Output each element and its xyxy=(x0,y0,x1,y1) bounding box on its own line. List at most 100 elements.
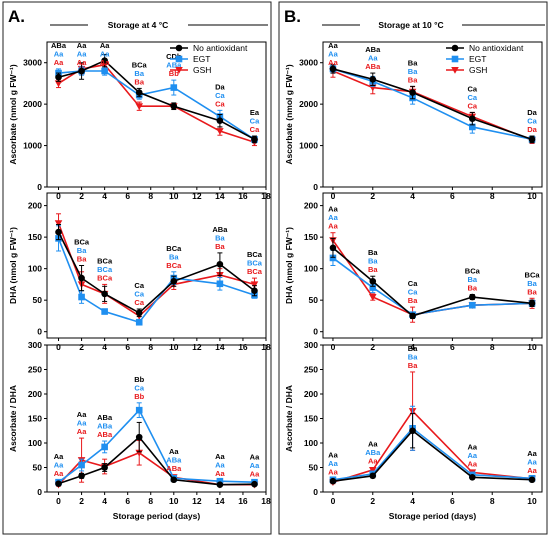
x-tick-label: 18 xyxy=(261,496,271,506)
annotation-label: Ca xyxy=(215,99,225,108)
series-line xyxy=(58,408,255,483)
x-tick-label: 4 xyxy=(410,191,415,201)
annotation-label: Ca xyxy=(250,125,260,134)
annotation-label: Aa xyxy=(328,213,338,222)
annotation-label: Aa xyxy=(77,427,87,436)
x-tick-label: 12 xyxy=(192,191,202,201)
x-tick-label: 10 xyxy=(527,342,537,352)
x-tick-label: 8 xyxy=(148,496,153,506)
series-no-antioxidant xyxy=(55,53,258,144)
data-point xyxy=(216,128,224,135)
annotation-label: ABa xyxy=(166,455,182,464)
annotation-label: Ca xyxy=(408,279,418,288)
annotation-label: Aa xyxy=(368,440,378,449)
x-tick-label: 6 xyxy=(450,342,455,352)
data-point xyxy=(329,244,337,252)
annotation-label: Ba xyxy=(408,361,418,370)
series-line xyxy=(332,68,533,141)
y-axis-label: Ascorbate (nmol g FW⁻¹) xyxy=(8,64,18,165)
data-point xyxy=(170,277,178,285)
x-tick-label: 4 xyxy=(102,191,107,201)
annotation-label: Ca xyxy=(134,383,144,392)
data-point xyxy=(78,274,85,282)
annotation-label: ABa xyxy=(365,45,381,54)
x-tick-label: 14 xyxy=(215,496,225,506)
y-tick-label: 300 xyxy=(304,340,318,350)
y-tick-label: 100 xyxy=(28,438,42,448)
x-tick-label: 0 xyxy=(331,191,336,201)
y-axis-label: DHA (nmol g FW⁻¹) xyxy=(8,227,18,304)
y-tick-label: 200 xyxy=(304,389,318,399)
annotation-label: Da xyxy=(527,125,537,134)
data-point xyxy=(170,476,178,484)
series-no-antioxidant xyxy=(329,413,536,485)
data-point xyxy=(528,476,536,484)
series-gsh xyxy=(329,371,536,486)
x-tick-label: 2 xyxy=(79,496,84,506)
annotation-label: BCa xyxy=(525,270,541,279)
x-tick-label: 16 xyxy=(238,496,248,506)
annotation-label: Aa xyxy=(250,453,260,462)
x-tick-label: 2 xyxy=(79,191,84,201)
x-tick-label: 10 xyxy=(527,191,537,201)
annotation-label: Ca xyxy=(408,288,418,297)
y-tick-label: 3000 xyxy=(23,58,42,68)
data-point xyxy=(55,73,62,81)
annotation-label: Ba xyxy=(408,353,418,362)
x-tick-label: 10 xyxy=(169,191,179,201)
annotation-label: Aa xyxy=(328,222,338,231)
y-tick-label: 50 xyxy=(309,295,319,305)
y-tick-label: 150 xyxy=(304,414,318,424)
data-point xyxy=(250,281,259,289)
annotation-label: ABa xyxy=(166,61,182,70)
annotation-label: Aa xyxy=(54,58,64,67)
annotation-label: Aa xyxy=(328,50,338,59)
data-point xyxy=(528,300,536,307)
panel-a-header: Storage at 4 °C xyxy=(108,20,169,30)
annotation-label: Da xyxy=(215,82,225,91)
legend-marker xyxy=(451,67,459,74)
series-egt xyxy=(55,66,258,144)
annotation-label: Aa xyxy=(328,41,338,50)
x-tick-label: 10 xyxy=(527,496,537,506)
y-tick-label: 2000 xyxy=(23,99,42,109)
y-tick-label: 100 xyxy=(28,264,42,274)
x-tick-label: 6 xyxy=(450,191,455,201)
x-tick-label: 8 xyxy=(148,342,153,352)
legend-marker xyxy=(175,67,183,74)
data-point xyxy=(409,89,416,96)
data-point xyxy=(216,280,224,288)
annotation-label: Ba xyxy=(368,257,378,266)
data-point xyxy=(101,57,108,64)
annotation-label: Aa xyxy=(468,442,478,451)
x-tick-label: 6 xyxy=(125,496,130,506)
annotation-label: Aa xyxy=(77,58,87,67)
data-point xyxy=(329,477,337,485)
data-point xyxy=(135,406,143,414)
data-point xyxy=(216,117,224,125)
data-point xyxy=(251,480,258,488)
annotation-label: Aa xyxy=(527,449,537,458)
y-tick-label: 250 xyxy=(304,365,318,375)
series-line xyxy=(58,63,255,144)
y-tick-label: 2000 xyxy=(299,99,318,109)
annotation-label: BCa xyxy=(465,267,481,276)
y-tick-label: 1000 xyxy=(299,141,318,151)
annotation-label: BCa xyxy=(97,273,113,282)
x-tick-label: 4 xyxy=(102,496,107,506)
annotation-label: BCa xyxy=(247,250,263,259)
series-egt xyxy=(329,249,536,318)
x-tick-label: 4 xyxy=(102,342,107,352)
